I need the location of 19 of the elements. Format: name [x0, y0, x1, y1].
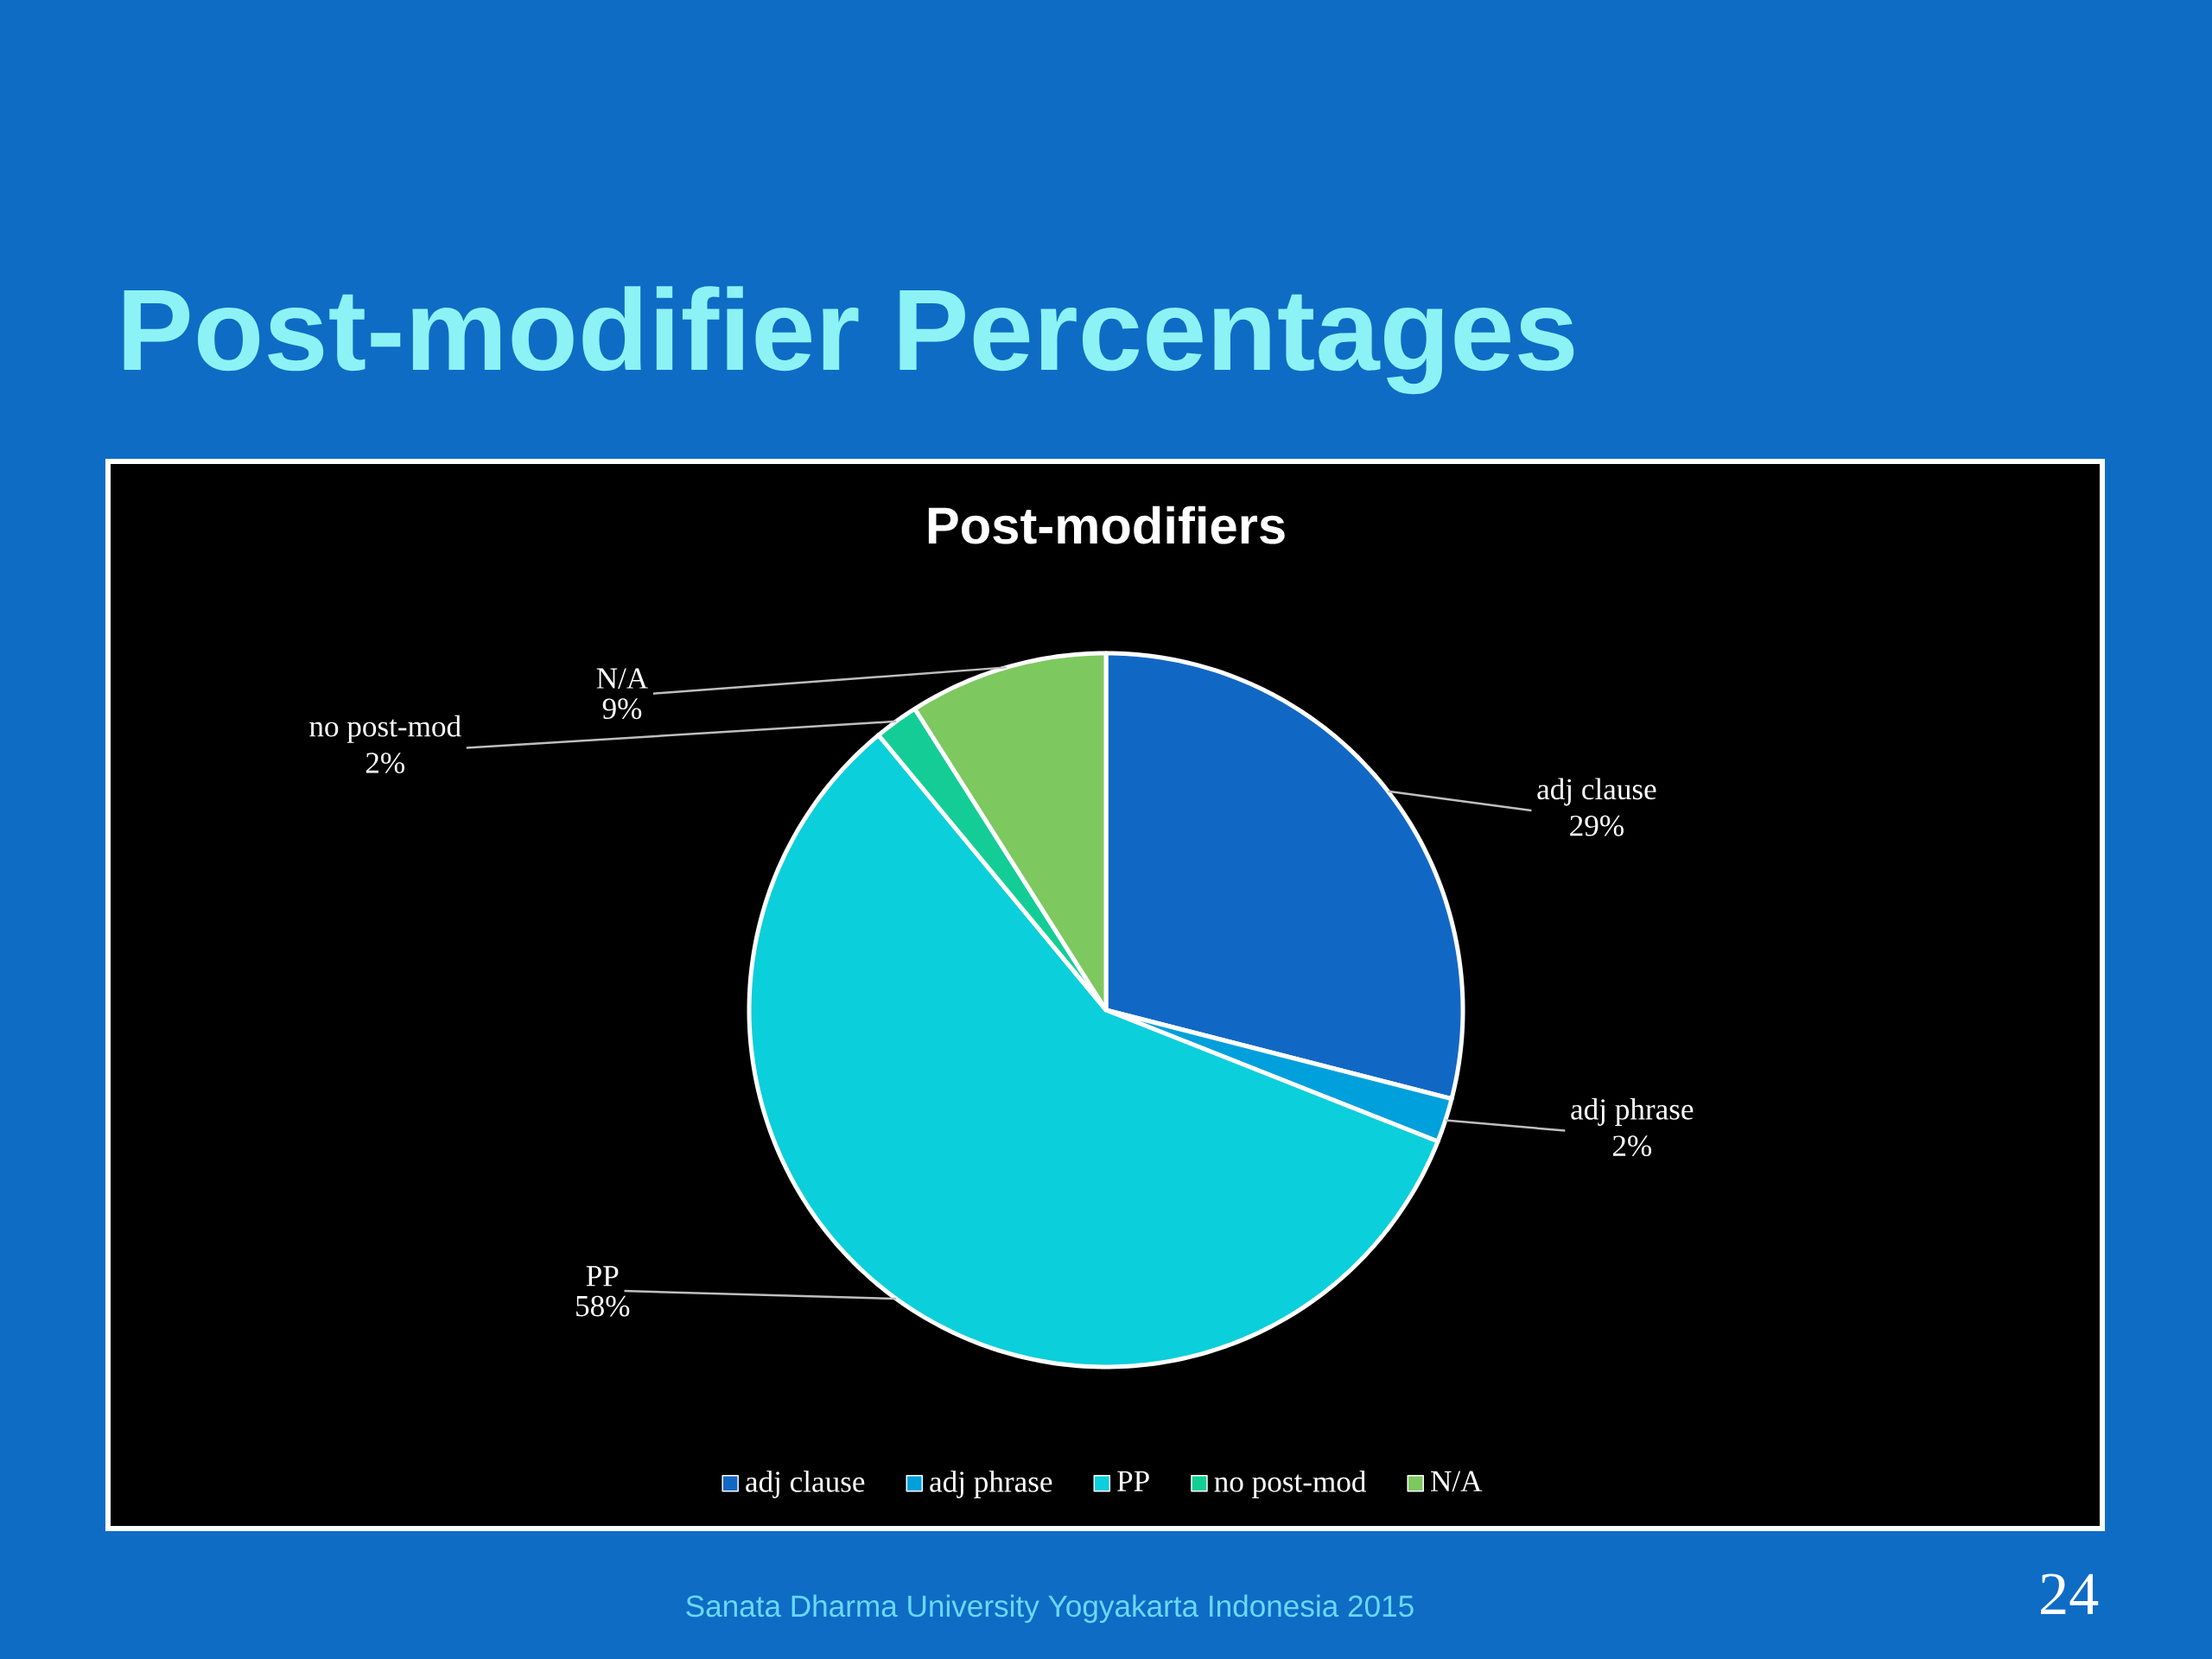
chart-title: Post-modifier Percentages — [124, 286, 1574, 395]
legend-label: N/A — [1430, 1471, 1483, 1492]
text: Sanata Dharma University Yogyakarta Indonesia 2015 — [686, 1594, 1414, 1624]
legend-label: no post-mod — [1214, 1470, 1367, 1498]
slice-label: N/A — [596, 668, 648, 689]
data-label: 29% — [1570, 815, 1624, 836]
chart-subtitle: Post-modifiers — [928, 505, 1285, 544]
legend-label: adj clause — [746, 1470, 865, 1498]
data-label: 58% — [576, 1295, 630, 1317]
slice-label: adj clause — [1537, 778, 1656, 806]
legend-label: adj phrase — [930, 1470, 1052, 1498]
legend-label: PP — [1117, 1471, 1149, 1491]
data-label: 2% — [1612, 1135, 1652, 1157]
slice-label: PP — [586, 1266, 619, 1287]
data-label: 9% — [602, 698, 642, 720]
slice-label: no post-mod — [309, 715, 461, 743]
slice-label: adj phrase — [1571, 1097, 1694, 1126]
text: 24 — [2041, 1573, 2099, 1614]
data-label: 2% — [365, 753, 405, 773]
